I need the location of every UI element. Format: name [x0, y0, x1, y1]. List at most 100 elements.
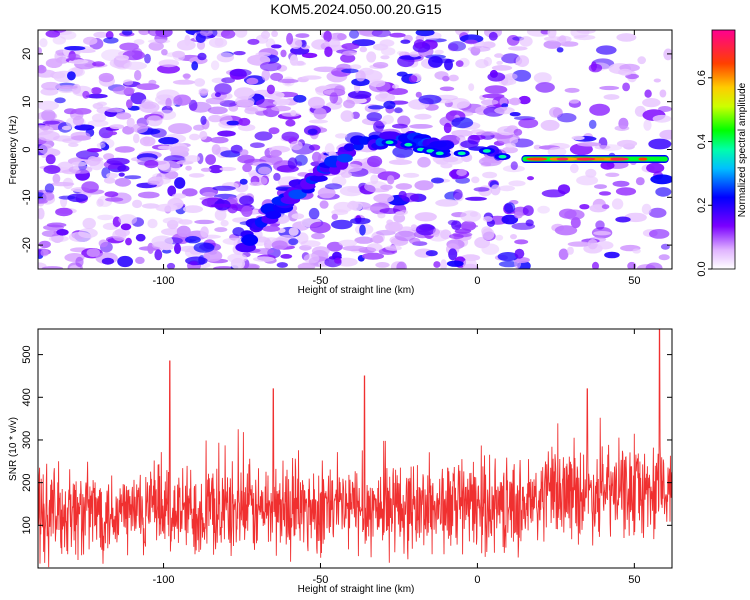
spectrogram-y-tick-label: -20 [21, 237, 33, 253]
spectrogram-noise-blob [210, 136, 229, 144]
spectrogram-noise-blob [214, 92, 221, 97]
snr-background [38, 329, 672, 568]
spectrogram-noise-blob [240, 263, 260, 269]
spectrogram-noise-blob [82, 90, 90, 99]
spectrogram-noise-blob [103, 177, 116, 184]
spectrogram-noise-blob [185, 236, 201, 244]
spectrogram-noise-blob [469, 134, 486, 141]
spectrogram-y-axis: -20 -10 0 10 20 [21, 48, 672, 253]
spectrogram-noise-blob [64, 108, 77, 115]
spectrogram-noise-blob [97, 214, 114, 221]
spectrogram-noise-blob [556, 47, 564, 53]
spectrogram-noise-blob [504, 202, 516, 214]
spectrogram-noise-blob [415, 30, 435, 37]
spectrogram-noise-blob [518, 118, 539, 129]
spectrogram-noise-blob [196, 40, 206, 50]
spectrogram-noise-blob [409, 51, 420, 58]
spectrogram-noise-blob [599, 85, 620, 91]
spectrogram-noise-blob [456, 168, 467, 177]
spectrogram-noise-blob [440, 229, 452, 240]
spectrogram-noise-blob [637, 56, 646, 65]
spectrogram-noise-blob [540, 119, 560, 131]
spectrogram-noise-blob [115, 54, 129, 61]
spectrogram-noise-blob [369, 79, 386, 88]
spectrogram-noise-blob [301, 52, 318, 59]
spectrogram-track-core [426, 149, 435, 153]
spectrogram-noise-blob [359, 46, 368, 53]
spectrogram-noise-blob [301, 75, 322, 80]
spectrogram-noise-blob [276, 262, 288, 268]
snr-panel: -100 -50 0 50 100 200 300 400 500 Height of str… [8, 328, 673, 595]
spectrogram-noise-blob [114, 146, 135, 153]
spectrogram-noise-blob [54, 97, 66, 104]
spectrogram-noise-blob [46, 222, 67, 228]
spectrogram-noise-blob [202, 192, 216, 197]
spectrogram-noise-blob [409, 124, 433, 129]
spectrogram-noise-blob [557, 113, 577, 123]
spectrogram-noise-blob [494, 53, 504, 58]
spectrogram-noise-blob [289, 140, 303, 151]
spectrogram-noise-blob [297, 262, 316, 269]
spectrogram-noise-blob [525, 219, 534, 227]
spectrogram-noise-blob [38, 47, 42, 55]
spectrogram-noise-blob [385, 221, 403, 232]
spectrogram-noise-blob [587, 239, 598, 250]
spectrogram-noise-blob [56, 229, 69, 236]
spectrogram-noise-blob [601, 204, 610, 210]
spectrogram-noise-blob [155, 94, 175, 105]
spectrogram-noise-blob [522, 205, 534, 217]
spectrogram-noise-blob [595, 220, 605, 230]
spectrogram-noise-blob [490, 184, 501, 196]
spectrogram-noise-blob [650, 174, 672, 185]
spectrogram-noise-blob [332, 251, 342, 260]
spectrogram-noise-blob [644, 89, 652, 98]
spectrogram-noise-blob [415, 91, 422, 98]
spectrogram-noise-blob [498, 260, 519, 268]
spectrogram-noise-blob [158, 59, 180, 68]
spectrogram-noise-blob [250, 142, 265, 148]
spectrogram-noise-blob [566, 246, 574, 255]
spectrogram-noise-blob [43, 165, 61, 174]
spectrogram-noise-blob [380, 184, 393, 190]
spectrogram-noise-blob [238, 124, 256, 132]
spectrogram-noise-blob [126, 117, 135, 128]
spectrogram-noise-blob [392, 123, 408, 129]
spectrogram-noise-blob [317, 187, 336, 199]
spectrogram-noise-blob [138, 101, 160, 113]
spectrogram-noise-blob [514, 211, 523, 219]
spectrogram-noise-blob [67, 193, 88, 203]
spectrogram-noise-blob [221, 77, 236, 84]
spectrogram-noise-blob [451, 117, 474, 129]
spectrogram-noise-blob [277, 78, 299, 84]
spectrogram-noise-blob [614, 125, 630, 131]
spectrogram-noise-blob [515, 55, 530, 67]
spectrogram-noise-blob [414, 180, 434, 191]
spectrogram-noise-blob [615, 216, 631, 223]
spectrogram-noise-blob [147, 218, 158, 229]
spectrogram-noise-blob [273, 172, 281, 181]
spectrogram-noise-blob [200, 115, 207, 125]
spectrogram-noise-blob [480, 99, 499, 106]
spectrogram-noise-blob [38, 100, 59, 111]
spectrogram-band-peak [638, 157, 648, 161]
spectrogram-noise-blob [242, 163, 253, 173]
spectrogram-noise-blob [342, 245, 366, 252]
spectrogram-noise-blob [362, 252, 384, 260]
spectrogram-noise-blob [158, 137, 179, 145]
spectrogram-noise-blob [460, 210, 482, 223]
spectrogram-noise-blob [329, 92, 339, 104]
spectrogram-noise-blob [439, 86, 455, 92]
spectrogram-noise-blob [291, 213, 305, 220]
spectrogram-noise-blob [350, 64, 362, 70]
spectrogram-noise-blob [380, 55, 390, 60]
spectrogram-noise-blob [366, 51, 377, 63]
colorbar-frame [711, 29, 736, 270]
spectrogram-noise-blob [157, 64, 180, 74]
spectrogram-noise-blob [471, 176, 480, 184]
spectrogram-noise-blob [501, 103, 509, 108]
spectrogram-noise-blob [208, 114, 223, 123]
spectrogram-noise-blob [148, 41, 164, 51]
spectrogram-noise-blob [543, 40, 562, 49]
spectrogram-noise-blob [136, 83, 160, 90]
spectrogram-noise-blob [413, 39, 426, 49]
